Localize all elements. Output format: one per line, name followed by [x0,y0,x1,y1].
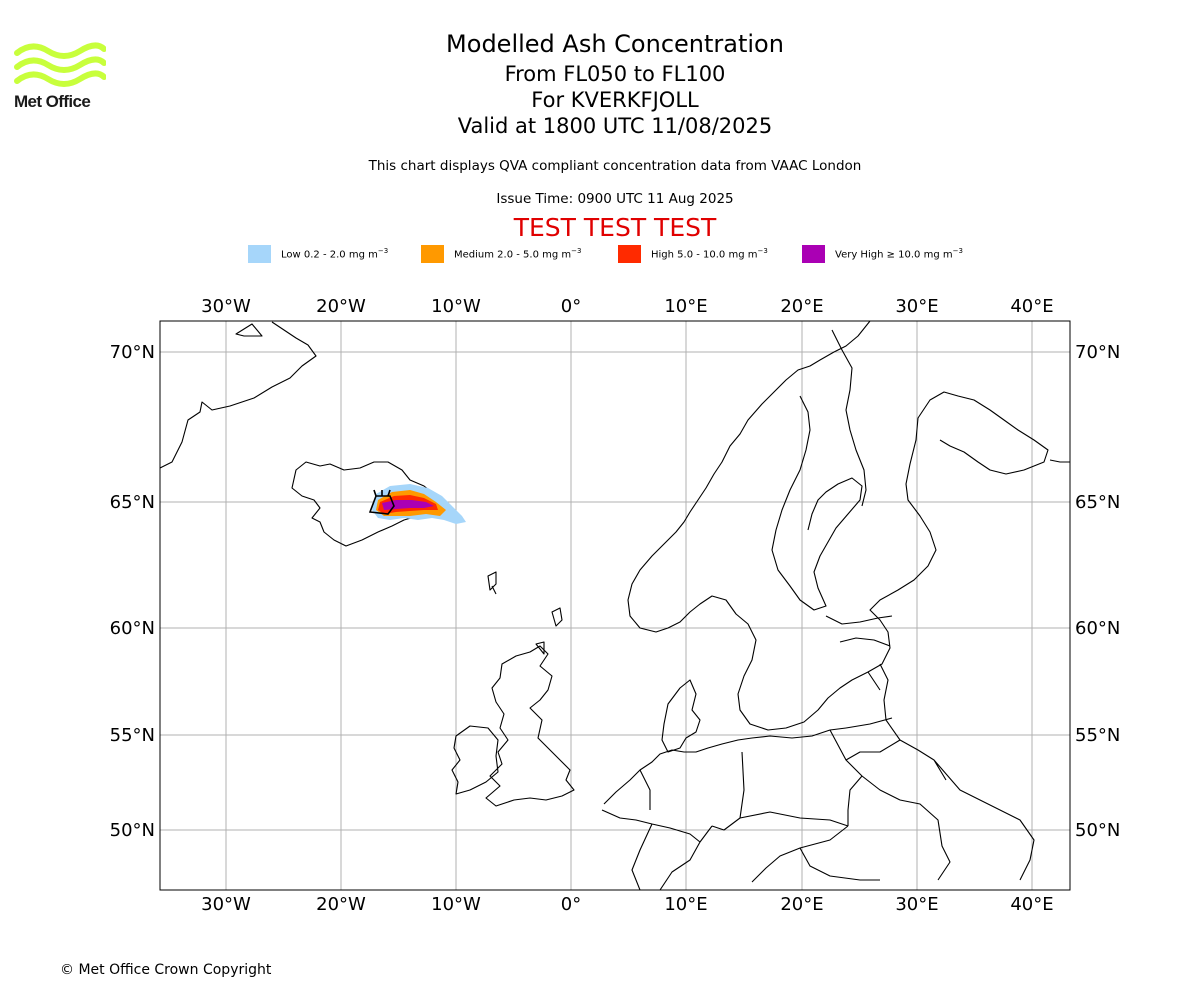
legend-item-medium: Medium 2.0 - 5.0 mg m−3 [421,244,581,264]
volcano-source-marker [368,489,395,515]
ireland-coast [451,725,499,795]
legend-swatch-medium [421,245,444,263]
map-frame [159,320,1071,891]
scandinavia-coast [627,321,1070,731]
legend-swatch-low [248,245,271,263]
lon-label-bottom: 10°E [664,894,707,915]
great-britain-coast [485,645,575,807]
flight-level-range: From FL050 to FL100 [504,62,726,86]
lon-label-bottom: 20°E [780,894,823,915]
faroe-islands [487,571,497,595]
north-europe-coast [603,727,847,805]
logo-text: Met Office [14,92,91,111]
lat-label-right: 60°N [1075,618,1120,639]
lon-label-bottom: 20°W [316,894,366,915]
lat-label-left: 70°N [110,342,155,363]
lon-label-bottom: 30°E [895,894,938,915]
legend: Low 0.2 - 2.0 mg m−3 Medium 2.0 - 5.0 mg… [0,244,1200,264]
met-office-logo [14,42,106,87]
country-borders [601,329,1035,890]
test-banner: TEST TEST TEST [513,213,717,242]
chart-description: This chart displays QVA compliant concen… [368,158,862,174]
chart-title-block: Modelled Ash Concentration From FL050 to… [0,28,1200,139]
axis-labels: 30°W 20°W 10°W 0° 10°E 20°E 30°E 40°E 30… [110,296,1121,915]
lon-label-top: 10°W [431,296,481,317]
legend-swatch-high [618,245,641,263]
issue-time: Issue Time: 0900 UTC 11 Aug 2025 [496,191,734,207]
lat-label-left: 55°N [110,725,155,746]
shetland-islands [551,607,563,627]
graticule [160,321,1070,890]
legend-label-medium: Medium 2.0 - 5.0 mg m [454,249,572,261]
lon-label-top: 40°E [1010,296,1053,317]
lon-label-bottom: 0° [561,894,581,915]
volcano-name: For KVERKFJOLL [531,88,699,112]
gulf-of-bothnia [771,395,863,611]
legend-item-very-high: Very High ≥ 10.0 mg m−3 [802,244,963,264]
lon-label-bottom: 30°W [201,894,251,915]
lat-label-right: 70°N [1075,342,1120,363]
legend-item-low: Low 0.2 - 2.0 mg m−3 [248,244,388,264]
legend-label-very-high: Very High ≥ 10.0 mg m [835,249,953,261]
lon-label-top: 30°W [201,296,251,317]
lon-label-top: 20°W [316,296,366,317]
coastlines [160,321,1070,890]
denmark-coast [661,679,701,753]
lon-label-bottom: 10°W [431,894,481,915]
legend-swatch-very-high [802,245,825,263]
gulf-of-finland [825,615,893,647]
orkney-islands [535,641,545,655]
lat-label-right: 50°N [1075,820,1120,841]
lat-label-right: 65°N [1075,492,1120,513]
ash-plume [368,484,466,524]
lon-label-top: 0° [561,296,581,317]
greenland-coast [160,321,317,469]
ash-very-high-region [382,500,434,510]
lat-label-left: 50°N [110,820,155,841]
lon-label-top: 10°E [664,296,707,317]
chart-title: Modelled Ash Concentration [446,30,784,58]
lon-label-top: 20°E [780,296,823,317]
lon-label-top: 30°E [895,296,938,317]
legend-item-high: High 5.0 - 10.0 mg m−3 [618,244,768,264]
lat-label-left: 65°N [110,492,155,513]
copyright: © Met Office Crown Copyright [60,962,272,978]
lat-label-right: 55°N [1075,725,1120,746]
lat-label-left: 60°N [110,618,155,639]
lon-label-bottom: 40°E [1010,894,1053,915]
valid-time: Valid at 1800 UTC 11/08/2025 [457,114,773,138]
legend-label-low: Low 0.2 - 2.0 mg m [281,249,378,261]
legend-label-high: High 5.0 - 10.0 mg m [651,249,758,261]
